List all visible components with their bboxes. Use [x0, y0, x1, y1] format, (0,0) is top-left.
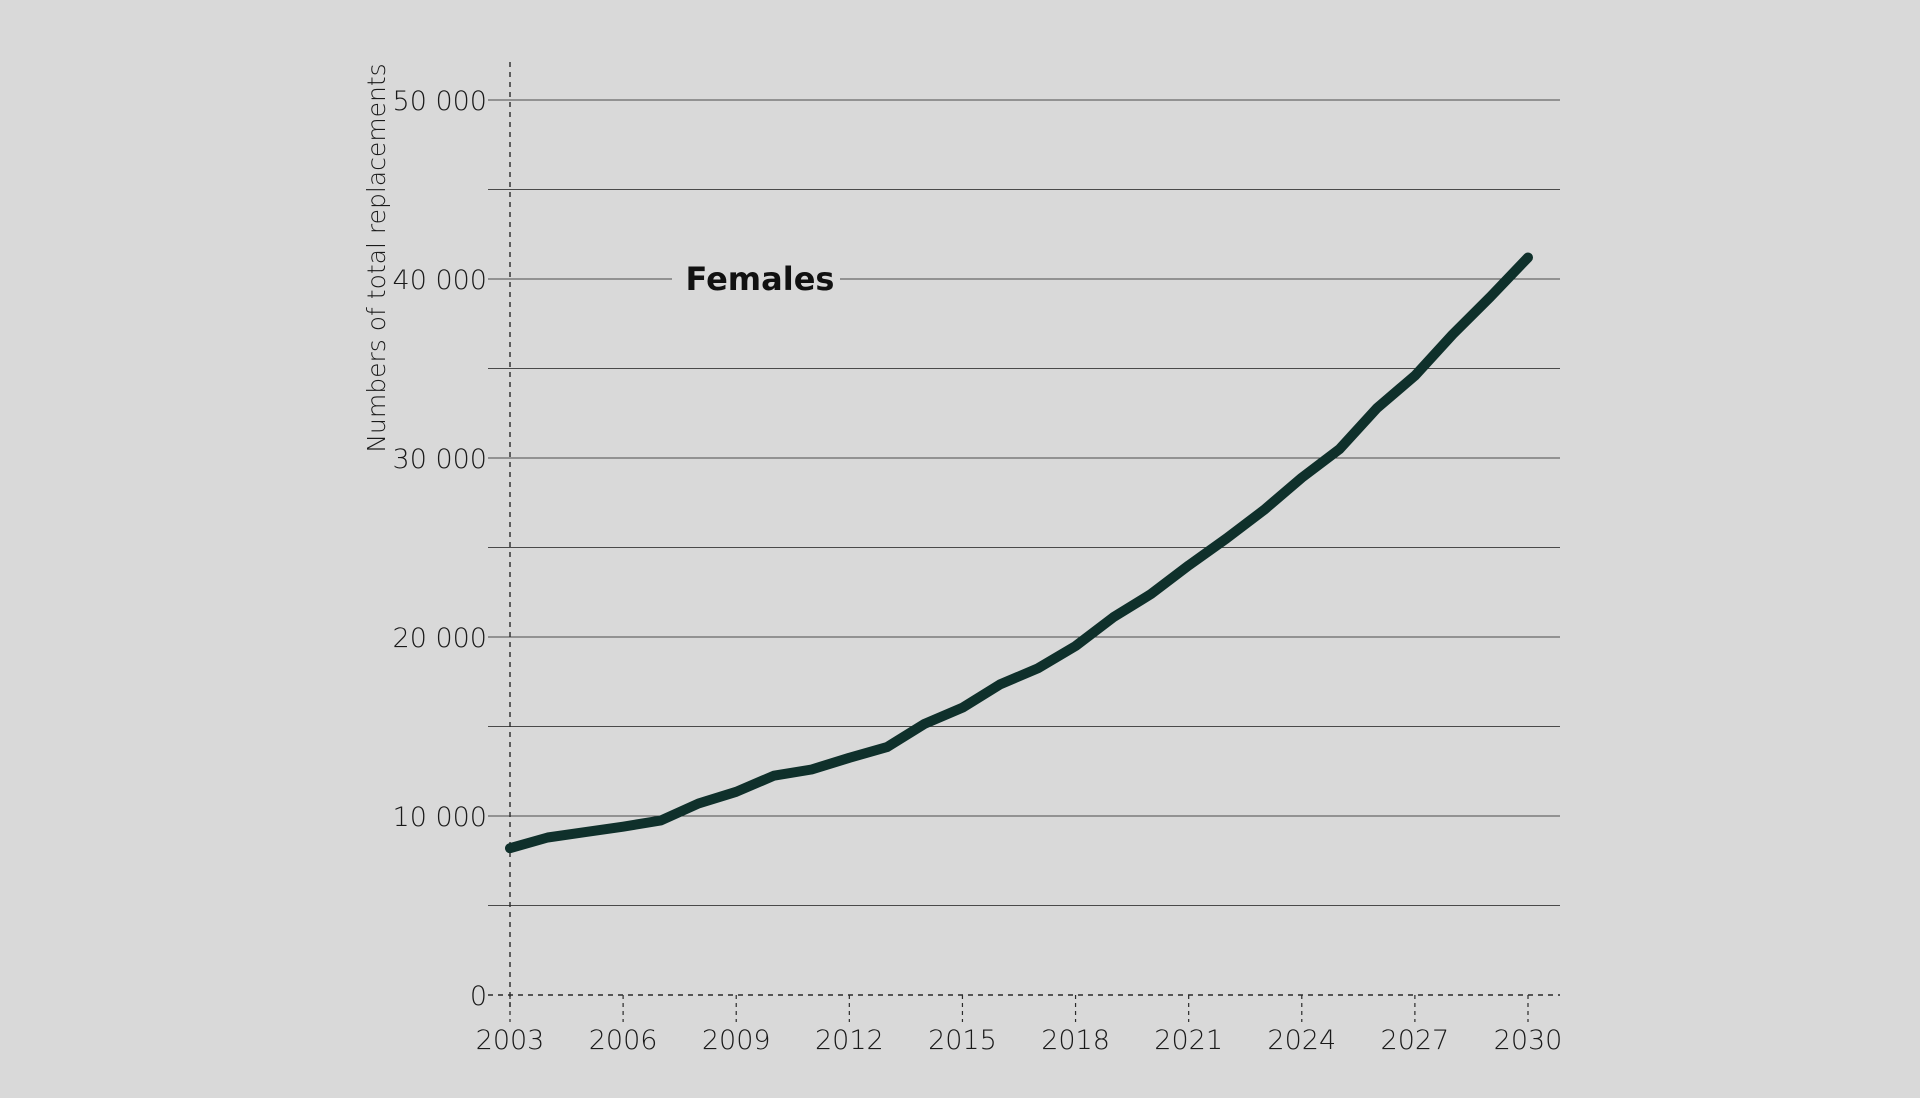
y-tick-label: 20 000	[393, 623, 487, 654]
series-label: Females	[686, 260, 835, 298]
y-axis-title: Numbers of total replacements	[362, 63, 391, 452]
x-tick-label: 2012	[815, 1025, 884, 1056]
series-layer: Females	[505, 252, 1533, 854]
x-tick-label: 2024	[1267, 1025, 1336, 1056]
x-tick-label: 2003	[476, 1025, 545, 1056]
x-tick-label: 2030	[1494, 1025, 1563, 1056]
y-tick-label: 40 000	[393, 265, 487, 296]
x-tick-label: 2006	[589, 1025, 658, 1056]
x-tick-label: 2015	[928, 1025, 997, 1056]
y-tick-label: 30 000	[393, 444, 487, 475]
axes-layer	[488, 62, 1560, 1008]
y-tick-label: 50 000	[393, 86, 487, 117]
y-tick-label: 0	[470, 981, 487, 1012]
x-tick-label: 2009	[702, 1025, 771, 1056]
y-axis-ticks: 0 10 000 20 000 30 000 40 000 50 000	[393, 86, 487, 1012]
x-tick-label: 2021	[1154, 1025, 1223, 1056]
x-tick-label: 2018	[1041, 1025, 1110, 1056]
x-tick-label: 2027	[1381, 1025, 1450, 1056]
x-axis-ticks: 2003 2006 2009 2012 2015 2018 2021 2024 2027 2030	[476, 995, 1563, 1056]
series-line-females	[505, 252, 1533, 854]
grid-layer	[488, 99, 1560, 907]
y-tick-label: 10 000	[393, 802, 487, 833]
